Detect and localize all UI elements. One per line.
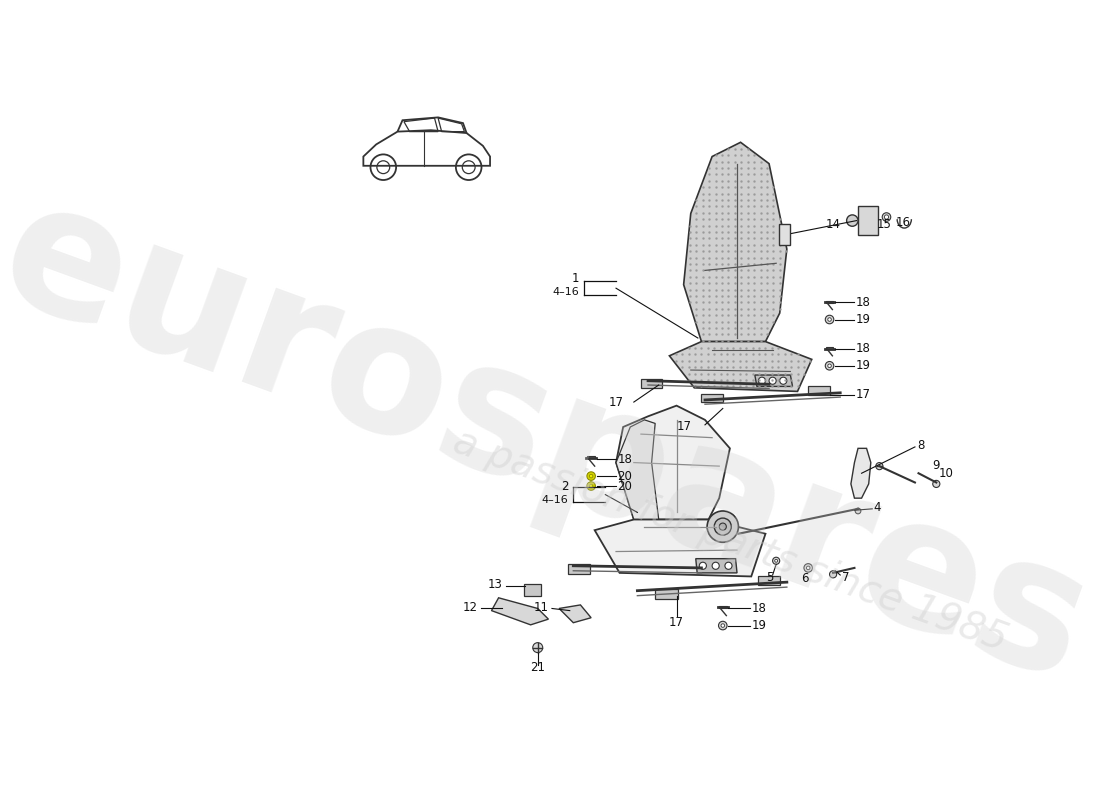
- Text: 19: 19: [856, 359, 871, 372]
- Polygon shape: [595, 519, 766, 577]
- Circle shape: [847, 215, 858, 226]
- Circle shape: [714, 518, 732, 535]
- Circle shape: [882, 213, 891, 222]
- Text: 17: 17: [856, 389, 871, 402]
- Polygon shape: [616, 406, 730, 519]
- Circle shape: [719, 523, 726, 530]
- Text: 12: 12: [462, 601, 477, 614]
- Text: 20: 20: [617, 479, 632, 493]
- Circle shape: [720, 624, 725, 627]
- Circle shape: [725, 562, 732, 570]
- Bar: [702, 394, 723, 402]
- Text: 11: 11: [534, 601, 549, 614]
- Circle shape: [855, 508, 861, 514]
- Text: 18: 18: [751, 602, 766, 615]
- Circle shape: [933, 480, 939, 487]
- Circle shape: [586, 482, 595, 490]
- Circle shape: [780, 377, 786, 384]
- Text: 1: 1: [572, 273, 579, 286]
- Text: 18: 18: [856, 342, 871, 355]
- Text: 15: 15: [877, 218, 892, 230]
- Circle shape: [532, 642, 542, 653]
- Bar: [586, 456, 595, 458]
- Circle shape: [825, 315, 834, 324]
- Polygon shape: [683, 142, 786, 342]
- Text: 13: 13: [487, 578, 502, 591]
- Circle shape: [586, 472, 595, 480]
- Circle shape: [590, 484, 593, 488]
- Circle shape: [707, 511, 738, 542]
- Text: 17: 17: [609, 395, 624, 409]
- Polygon shape: [492, 598, 549, 625]
- Bar: [826, 301, 833, 303]
- Bar: [656, 590, 678, 598]
- Text: 14: 14: [826, 218, 840, 230]
- Text: 10: 10: [938, 466, 954, 480]
- Bar: [808, 386, 829, 395]
- Circle shape: [876, 462, 883, 470]
- Circle shape: [758, 377, 766, 384]
- Polygon shape: [670, 342, 812, 391]
- Text: eurospares: eurospares: [0, 163, 1100, 719]
- Circle shape: [772, 558, 780, 564]
- Circle shape: [804, 564, 813, 572]
- Circle shape: [712, 562, 719, 570]
- Text: 18: 18: [856, 296, 871, 309]
- Bar: [758, 576, 780, 585]
- Bar: [718, 606, 727, 608]
- Text: 16: 16: [895, 215, 911, 229]
- Polygon shape: [559, 605, 591, 622]
- Circle shape: [806, 566, 810, 570]
- Text: 17: 17: [676, 421, 692, 434]
- Circle shape: [825, 362, 834, 370]
- Text: 4: 4: [873, 501, 881, 514]
- Text: 17: 17: [669, 616, 684, 630]
- Text: 4–16: 4–16: [552, 286, 579, 297]
- Text: 8: 8: [917, 439, 924, 452]
- Bar: [524, 583, 541, 596]
- Circle shape: [769, 377, 777, 384]
- Bar: [568, 564, 591, 574]
- Circle shape: [829, 570, 837, 578]
- Circle shape: [774, 559, 778, 562]
- Bar: [641, 379, 662, 388]
- Text: 18: 18: [617, 453, 632, 466]
- Circle shape: [590, 474, 593, 478]
- Bar: [826, 347, 833, 350]
- Text: 19: 19: [751, 619, 767, 632]
- Text: 21: 21: [530, 661, 546, 674]
- Text: 20: 20: [617, 470, 632, 482]
- Text: a passion for parts since 1985: a passion for parts since 1985: [448, 422, 1012, 659]
- Circle shape: [884, 215, 889, 219]
- Polygon shape: [851, 448, 871, 498]
- Circle shape: [718, 622, 727, 630]
- Circle shape: [828, 318, 832, 322]
- Text: 5: 5: [766, 571, 773, 584]
- Bar: [858, 206, 878, 235]
- Polygon shape: [616, 420, 659, 519]
- Circle shape: [828, 364, 832, 367]
- Text: 19: 19: [856, 313, 871, 326]
- Text: 9: 9: [933, 459, 940, 472]
- Text: 4–16: 4–16: [541, 494, 569, 505]
- Circle shape: [700, 562, 706, 570]
- Text: 7: 7: [842, 570, 849, 584]
- Polygon shape: [755, 375, 792, 386]
- Polygon shape: [695, 558, 737, 573]
- Bar: [779, 224, 791, 246]
- Text: 2: 2: [561, 479, 569, 493]
- Text: 6: 6: [802, 572, 810, 585]
